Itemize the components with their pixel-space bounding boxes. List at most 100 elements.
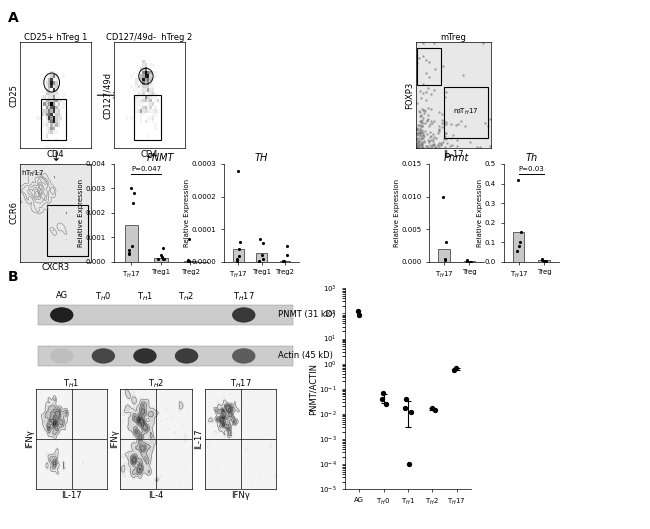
Point bbox=[377, 395, 387, 403]
Point bbox=[411, 59, 422, 67]
Point bbox=[420, 118, 430, 127]
Text: T$_H$2: T$_H$2 bbox=[178, 291, 195, 303]
Point bbox=[411, 124, 422, 132]
Text: ↓: ↓ bbox=[50, 151, 60, 164]
Point bbox=[428, 135, 438, 143]
Title: T$_H$1: T$_H$1 bbox=[63, 377, 80, 389]
Text: T$_H$1: T$_H$1 bbox=[136, 291, 153, 303]
Point bbox=[124, 249, 135, 258]
Point bbox=[257, 254, 268, 263]
Point bbox=[452, 120, 463, 128]
Point bbox=[124, 245, 135, 254]
Point bbox=[537, 255, 547, 263]
Point bbox=[424, 73, 434, 81]
Point bbox=[422, 135, 433, 144]
Point bbox=[258, 239, 268, 247]
Bar bbox=[538, 260, 550, 262]
Point bbox=[415, 86, 425, 95]
Point bbox=[158, 255, 168, 263]
Point bbox=[413, 140, 424, 148]
Point bbox=[482, 122, 493, 130]
Point bbox=[417, 143, 427, 151]
Point bbox=[465, 258, 475, 266]
Point bbox=[413, 131, 424, 139]
Point bbox=[411, 129, 422, 138]
Point bbox=[417, 51, 428, 60]
Point bbox=[413, 129, 424, 137]
Point bbox=[452, 142, 462, 150]
Point bbox=[441, 135, 451, 144]
Point bbox=[417, 143, 428, 151]
Bar bbox=[184, 261, 197, 262]
Point bbox=[422, 116, 432, 125]
Text: PNMT (31 kD): PNMT (31 kD) bbox=[278, 311, 335, 320]
Point bbox=[419, 127, 430, 135]
Point bbox=[516, 229, 526, 237]
Text: A: A bbox=[8, 11, 19, 24]
Point bbox=[417, 141, 428, 149]
Y-axis label: CCR6: CCR6 bbox=[9, 202, 18, 224]
Title: T$_H$2: T$_H$2 bbox=[148, 377, 164, 389]
Point bbox=[411, 130, 422, 138]
Point bbox=[430, 65, 440, 74]
Point bbox=[419, 137, 430, 145]
Point bbox=[417, 116, 427, 124]
Point bbox=[414, 106, 424, 115]
Point bbox=[156, 251, 166, 259]
Y-axis label: IL-17: IL-17 bbox=[194, 429, 203, 449]
Title: CD127/49d-  hTreg 2: CD127/49d- hTreg 2 bbox=[107, 33, 192, 42]
Point bbox=[415, 126, 425, 134]
Point bbox=[418, 143, 428, 151]
Point bbox=[428, 141, 438, 150]
Point bbox=[411, 143, 422, 151]
Point bbox=[426, 105, 436, 113]
Point bbox=[406, 408, 416, 416]
Point bbox=[436, 110, 447, 118]
Point bbox=[129, 189, 139, 198]
Point bbox=[432, 141, 443, 149]
Point bbox=[400, 403, 410, 412]
Point bbox=[428, 136, 439, 145]
Title: PNMT: PNMT bbox=[147, 153, 175, 163]
Point bbox=[421, 88, 432, 97]
Point bbox=[414, 117, 424, 125]
Point bbox=[421, 142, 432, 151]
Point bbox=[411, 126, 422, 134]
Point bbox=[441, 118, 452, 126]
Point bbox=[421, 56, 431, 64]
Text: AG: AG bbox=[56, 291, 68, 300]
Point bbox=[416, 139, 426, 147]
Point bbox=[422, 115, 433, 123]
Point bbox=[413, 53, 424, 62]
Point bbox=[425, 120, 436, 129]
Text: Actin (45 kD): Actin (45 kD) bbox=[278, 351, 332, 360]
Point bbox=[415, 121, 426, 130]
Point bbox=[425, 141, 436, 149]
Point bbox=[413, 121, 424, 130]
Point bbox=[434, 122, 444, 130]
Ellipse shape bbox=[50, 307, 73, 323]
Point bbox=[426, 132, 437, 141]
Point bbox=[415, 141, 426, 150]
Y-axis label: FOXP3: FOXP3 bbox=[406, 81, 415, 109]
Point bbox=[418, 89, 428, 97]
Point bbox=[446, 134, 456, 142]
Point bbox=[125, 184, 136, 193]
Point bbox=[419, 132, 429, 140]
Point bbox=[440, 254, 450, 263]
Point bbox=[254, 257, 265, 265]
Point bbox=[415, 117, 426, 125]
Bar bbox=[256, 253, 267, 262]
Point bbox=[436, 139, 446, 148]
Bar bbox=[280, 261, 291, 262]
Bar bbox=[125, 225, 138, 262]
Point bbox=[278, 257, 289, 265]
Point bbox=[426, 135, 436, 144]
Point bbox=[415, 135, 426, 143]
Point bbox=[415, 132, 426, 140]
Point bbox=[446, 120, 456, 128]
Point bbox=[415, 108, 425, 116]
Point bbox=[158, 244, 168, 253]
Point bbox=[428, 117, 439, 125]
Point bbox=[412, 136, 423, 144]
